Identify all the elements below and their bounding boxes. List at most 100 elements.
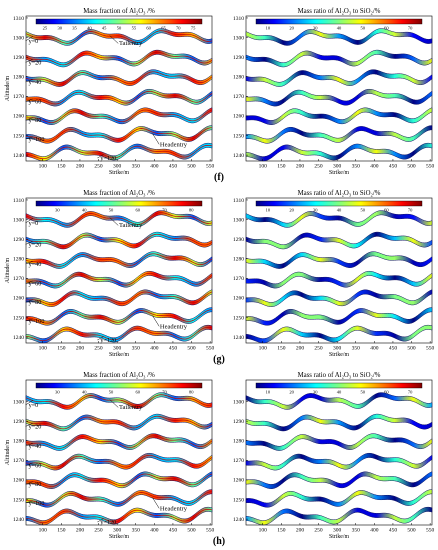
annotation-headentry: Headentry [160,141,188,148]
x-tick-label: 150 [57,528,66,534]
chart-title: Mass ratio of Al₂O₃ to SiO₂/% [298,190,381,197]
seam-layer [245,142,433,162]
y-tick-label: 1270 [13,458,24,464]
colorbar [35,382,203,389]
x-axis-label: Strike/m [329,534,349,540]
x-tick-label: 150 [57,164,66,170]
x-tick-label: 450 [169,164,178,170]
seam-layer [25,413,213,432]
y-tick-label: 1300 [13,217,24,223]
panel-label-f: (f) [214,172,224,183]
label-arrow [25,423,33,427]
seam-layer [25,210,213,228]
colorbar-tick-label: 50 [109,390,114,395]
label-arrow [25,462,33,466]
seam-layer [245,107,433,125]
seam-layer [245,270,433,289]
x-tick-label: 200 [296,346,305,352]
seam-band [25,107,213,125]
label-arrow [25,59,33,63]
seam-band [25,289,213,307]
layer-label: y=40 [29,79,42,86]
seam-band [245,289,433,307]
x-tick-label: 400 [150,346,159,352]
layer-label: y=20 [29,59,42,66]
seam-center-line [25,473,213,487]
y-tick-label: 1260 [233,296,244,302]
y-tick-label: 1240 [13,335,24,341]
colorbar-tick-label: 45 [102,26,107,31]
seam-layer [25,324,213,344]
seam-center-line [25,415,213,430]
seam-center-line [25,454,213,469]
x-axis-label: Strike/m [109,534,129,540]
seam-layer [25,270,213,289]
seam-layer [245,125,433,144]
y-tick-label: 1240 [233,153,244,159]
seam-center-line [25,435,213,449]
colorbar-tick-label: 70 [162,208,167,213]
x-tick-label: 350 [352,528,361,534]
y-tick-label: 1250 [13,133,24,139]
seam-layer [25,307,213,326]
seam-layer [25,392,213,410]
layer-label: y=20 [29,241,42,248]
layer-label: y=60 [29,281,42,288]
seam-band [245,471,433,489]
seam-layer [25,251,213,269]
layer-label: y=80 [29,299,42,306]
layer-label: y=0 [29,38,39,45]
x-tick-label: 250 [94,164,103,170]
seam-band [245,107,433,125]
label-arrow [25,400,33,406]
seam-band [245,489,433,508]
x-tick-label: 100 [259,346,268,352]
seam-band [245,270,433,289]
x-tick-label: 550 [426,164,435,170]
panel-label-g: (g) [213,354,225,365]
x-tick-label: 150 [277,528,286,534]
y-tick-label: 1240 [233,517,244,523]
y-tick-label: 1270 [233,458,244,464]
seam-center-line [25,491,213,506]
chart-panel-g-fraction: 30 40 50 60 70 80 Mass fraction of Al₂O₃ /% y=0… [5,190,215,358]
colorbar [35,18,203,25]
y-tick-label: 1250 [13,497,24,503]
colorbar-tick-label: 25 [43,26,48,31]
colorbar-tick-label: 75 [191,26,196,31]
x-tick-label: 250 [314,164,323,170]
x-tick-label: 300 [113,528,122,534]
seam-band [245,392,433,410]
colorbar-tick-label: 10 [266,208,271,213]
seam-band [25,210,213,228]
y-tick-label: 1300 [13,399,24,405]
seam-center-line [25,309,213,324]
colorbar-tick-label: 50 [117,26,122,31]
seam-layer [245,413,433,432]
seam-layer [25,107,213,125]
label-arrow [97,154,104,159]
layer-label: y=0 [29,402,39,409]
seam-band [25,270,213,289]
seam-band [245,251,433,269]
y-tick-label: 1280 [233,439,244,445]
x-tick-label: 450 [169,346,178,352]
y-tick-label: 1280 [233,257,244,263]
y-tick-label: 1260 [13,296,24,302]
x-tick-label: 250 [94,346,103,352]
x-tick-label: 350 [132,164,141,170]
seam-center-line [25,144,213,160]
seam-band [245,88,433,107]
colorbar-tick-label: 60 [135,208,140,213]
seam-layer [245,69,433,87]
colorbar-tick-label: 40 [82,208,87,213]
colorbar-tick-label: 60 [135,390,140,395]
x-tick-label: 450 [169,528,178,534]
label-arrow [97,518,104,523]
seam-layer [25,289,213,307]
colorbar [255,200,423,207]
seam-center-line [25,394,213,408]
x-tick-label: 100 [259,164,268,170]
seam-center-line [25,212,213,226]
